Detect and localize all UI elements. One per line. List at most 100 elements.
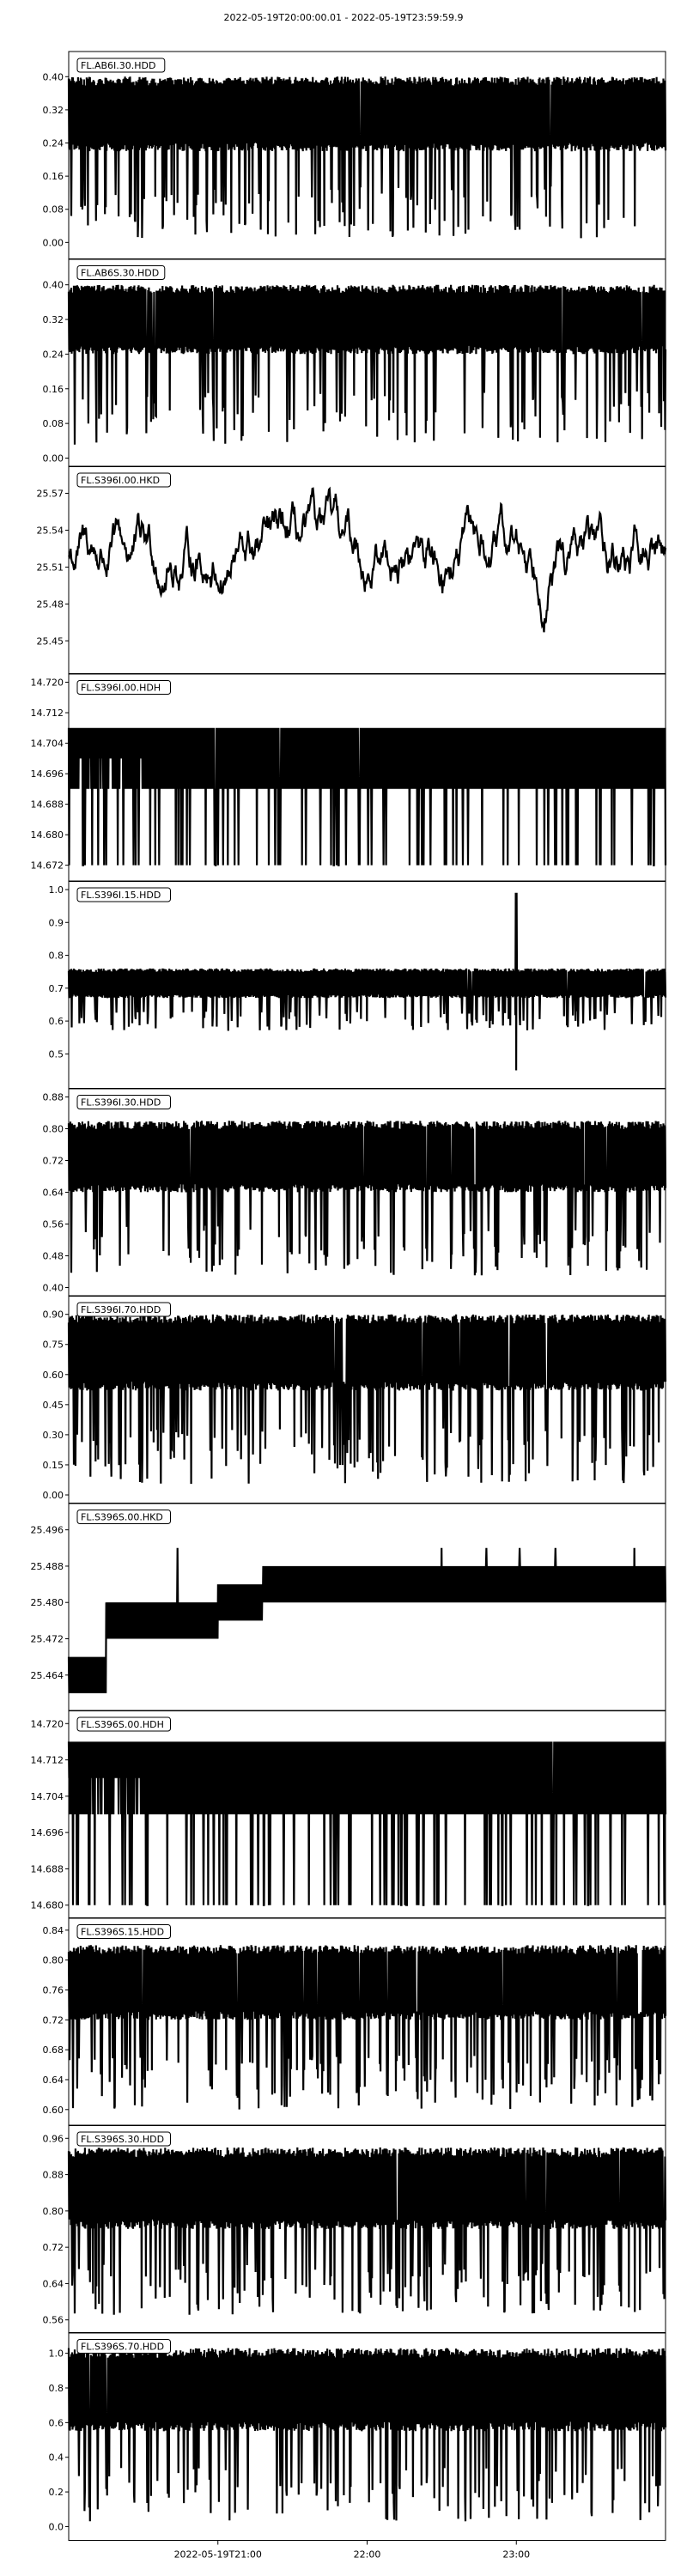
channel-label: FL.S396S.30.HDD — [81, 2134, 164, 2145]
channel-label: FL.S396I.15.HDD — [81, 890, 161, 901]
y-tick-label: 0.4 — [49, 2452, 64, 2464]
channel-label: FL.S396I.30.HDD — [81, 1097, 161, 1109]
y-tick-label: 25.51 — [37, 562, 64, 573]
y-tick-label: 25.464 — [31, 1670, 64, 1681]
channel-label-box — [76, 1716, 171, 1732]
y-tick-label: 0.75 — [43, 1340, 64, 1351]
y-tick-label: 0.32 — [43, 105, 64, 116]
x-tick-label: 2022-05-19T21:00 — [174, 2549, 262, 2561]
y-tick-label: 14.704 — [31, 738, 64, 750]
channel-label: FL.S396I.00.HDH — [81, 683, 161, 694]
y-tick-label: 0.5 — [49, 1048, 64, 1060]
y-tick-label: 0.48 — [43, 1251, 64, 1262]
trace-panel: 0.5 0.6 0.7 0.8 0.9 1.0 FL.S396I.15.HDD — [49, 880, 667, 1090]
y-tick-label: 25.488 — [31, 1561, 64, 1572]
y-tick-label: 14.712 — [31, 1755, 64, 1766]
y-tick-label: 14.720 — [31, 677, 64, 689]
y-tick-label: 0.6 — [49, 2417, 64, 2428]
trace-panel: 0.40 0.48 0.56 0.64 0.72 0.80 0.88 FL.S396I.30.… — [43, 1088, 667, 1297]
y-tick-label: 1.0 — [49, 2348, 64, 2360]
y-tick-label: 0.24 — [43, 138, 64, 149]
trace-line — [67, 1314, 667, 1485]
trace-line — [67, 284, 667, 445]
channel-label-box — [76, 680, 171, 695]
y-tick-label: 25.48 — [37, 598, 64, 610]
y-tick-label: 0.64 — [43, 1188, 64, 1199]
y-tick-label: 25.45 — [37, 635, 64, 647]
trace-panel: 0.00 0.08 0.16 0.24 0.32 0.40 FL.AB6S.30.HDD — [43, 258, 667, 467]
y-tick-label: 0.45 — [43, 1400, 64, 1411]
channel-label: FL.S396S.00.HKD — [81, 1512, 163, 1523]
y-tick-label: 0.76 — [43, 1985, 64, 1996]
y-tick-label: 0.64 — [43, 2075, 64, 2086]
channel-label: FL.S396S.15.HDD — [81, 1927, 164, 1938]
y-tick-label: 1.0 — [49, 884, 64, 896]
trace-line — [67, 2147, 667, 2315]
y-tick-label: 0.64 — [43, 2278, 64, 2289]
y-tick-label: 0.9 — [49, 917, 64, 928]
trace-line — [67, 892, 667, 1071]
y-tick-label: 0.40 — [43, 1283, 64, 1294]
channel-label-box — [76, 1510, 171, 1524]
trace-panel: 14.680 14.688 14.696 14.704 14.712 14.720 FL.S… — [31, 1710, 667, 1919]
y-tick-label: 14.680 — [31, 829, 64, 841]
y-tick-label: 0.15 — [43, 1460, 64, 1471]
y-tick-label: 0.08 — [43, 204, 64, 216]
y-tick-label: 0.72 — [43, 1156, 64, 1167]
y-tick-label: 0.30 — [43, 1430, 64, 1441]
y-tick-label: 0.40 — [43, 280, 64, 291]
y-tick-label: 0.16 — [43, 384, 64, 395]
y-tick-label: 14.704 — [31, 1791, 64, 1802]
y-tick-label: 0.56 — [43, 1219, 64, 1230]
y-tick-label: 0.32 — [43, 314, 64, 325]
trace-line — [67, 1945, 667, 2110]
y-tick-label: 14.688 — [31, 1863, 64, 1874]
y-tick-label: 0.80 — [43, 1955, 64, 1966]
y-tick-label: 0.8 — [49, 951, 64, 962]
channel-label: FL.AB6I.30.HDD — [81, 60, 155, 71]
y-tick-label: 0.16 — [43, 171, 64, 182]
figure-title: 2022-05-19T20:00:00.01 - 2022-05-19T23:5… — [223, 12, 463, 23]
trace-line — [67, 727, 667, 866]
channel-label-box — [76, 2339, 171, 2354]
y-tick-label: 0.00 — [43, 453, 64, 465]
y-tick-label: 14.672 — [31, 860, 64, 872]
y-tick-label: 0.60 — [43, 2105, 64, 2116]
x-tick-label: 22:00 — [354, 2549, 381, 2561]
channel-label-box — [76, 58, 166, 73]
y-tick-label: 0.88 — [43, 2170, 64, 2181]
trace-panel: 0.60 0.64 0.68 0.72 0.76 0.80 0.84 FL.S396S.15.… — [43, 1917, 667, 2126]
trace-line — [68, 486, 667, 633]
trace-panel: 0.56 0.64 0.72 0.80 0.88 0.96 FL.S396S.30.HDD — [43, 2124, 667, 2334]
y-tick-label: 0.90 — [43, 1309, 64, 1321]
y-tick-label: 0.72 — [43, 2014, 64, 2026]
trace-panels: 0.00 0.08 0.16 0.24 0.32 0.40 FL.AB6I.30.HDD 0.… — [31, 51, 667, 2541]
y-tick-label: 14.688 — [31, 799, 64, 811]
channel-label-box — [76, 1302, 171, 1317]
trace-panel: 14.672 14.680 14.688 14.696 14.704 14.712 14.7… — [31, 673, 667, 882]
trace-panel: 0.00 0.15 0.30 0.45 0.60 0.75 0.90 FL.S396I.70.… — [43, 1295, 667, 1504]
channel-label-box — [76, 887, 171, 902]
channel-label-box — [76, 472, 171, 488]
y-tick-label: 0.80 — [43, 1124, 64, 1135]
channel-label-box — [76, 1924, 171, 1939]
y-tick-label: 0.08 — [43, 418, 64, 429]
y-tick-label: 14.720 — [31, 1718, 64, 1729]
y-tick-label: 14.712 — [31, 708, 64, 719]
channel-label: FL.S396S.00.HDH — [81, 1719, 164, 1730]
trace-panel: 25.464 25.472 25.480 25.488 25.496 FL.S396S.0… — [31, 1503, 667, 1711]
y-tick-label: 25.57 — [37, 488, 64, 499]
channel-label: FL.AB6S.30.HDD — [81, 268, 159, 279]
y-tick-label: 14.696 — [31, 769, 64, 780]
channel-label: FL.S396I.70.HDD — [81, 1304, 161, 1315]
y-tick-label: 25.54 — [37, 525, 64, 536]
trace-line — [67, 1741, 667, 1906]
y-tick-label: 0.84 — [43, 1925, 64, 1936]
panel-frame — [68, 465, 666, 675]
y-tick-label: 0.72 — [43, 2242, 64, 2253]
trace-panel: 0.0 0.2 0.4 0.6 0.8 1.0 FL.S396S.70.HDD — [49, 2332, 667, 2541]
y-tick-label: 0.88 — [43, 1092, 64, 1103]
y-tick-label: 0.8 — [49, 2383, 64, 2394]
trace-line — [67, 1121, 667, 1276]
